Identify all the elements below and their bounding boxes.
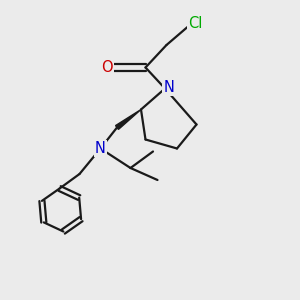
Text: N: N (95, 141, 106, 156)
Polygon shape (116, 110, 141, 129)
Text: O: O (101, 60, 113, 75)
Text: N: N (163, 80, 174, 94)
Text: Cl: Cl (188, 16, 202, 32)
